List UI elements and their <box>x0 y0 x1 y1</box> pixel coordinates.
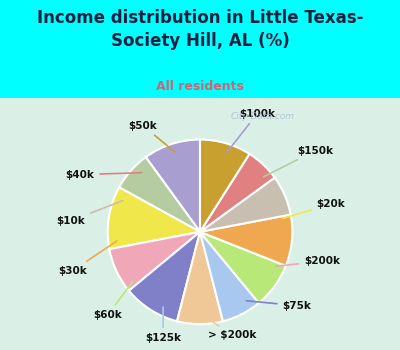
Wedge shape <box>129 232 200 321</box>
Text: $60k: $60k <box>93 282 133 320</box>
Text: $10k: $10k <box>56 201 123 226</box>
Wedge shape <box>200 154 275 232</box>
Wedge shape <box>200 140 250 232</box>
Text: $125k: $125k <box>145 307 181 343</box>
Wedge shape <box>200 215 292 266</box>
Text: City-Data.com: City-Data.com <box>230 112 294 121</box>
Wedge shape <box>200 177 291 232</box>
Text: $50k: $50k <box>128 121 175 152</box>
Wedge shape <box>119 157 200 232</box>
Text: $75k: $75k <box>246 301 311 311</box>
Wedge shape <box>109 232 200 291</box>
Text: $100k: $100k <box>227 109 275 152</box>
Text: $30k: $30k <box>58 241 117 275</box>
Wedge shape <box>200 232 259 321</box>
Text: > $200k: > $200k <box>202 315 256 340</box>
Text: Income distribution in Little Texas-
Society Hill, AL (%): Income distribution in Little Texas- Soc… <box>37 9 363 49</box>
Text: $20k: $20k <box>283 199 346 218</box>
Wedge shape <box>146 140 200 232</box>
Text: $40k: $40k <box>66 170 142 180</box>
Text: All residents: All residents <box>156 79 244 93</box>
Text: $150k: $150k <box>264 146 333 177</box>
Wedge shape <box>200 232 286 303</box>
Wedge shape <box>177 232 223 324</box>
Wedge shape <box>108 187 200 249</box>
Text: $200k: $200k <box>276 257 340 266</box>
